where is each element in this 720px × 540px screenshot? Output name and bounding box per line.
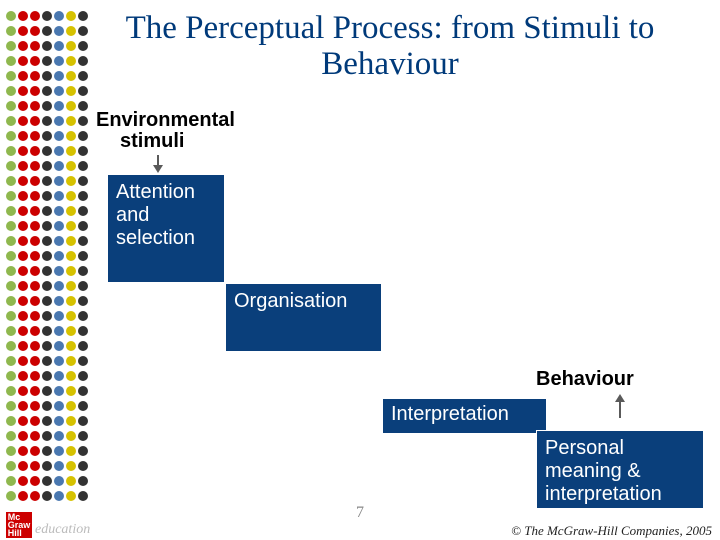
slide: The Perceptual Process: from Stimuli to … — [0, 0, 720, 540]
mcgraw-hill-icon: McGrawHill — [6, 512, 32, 538]
slide-title: The Perceptual Process: from Stimuli to … — [120, 10, 660, 83]
label-stimuli: stimuli — [96, 131, 235, 152]
arrow-personal-to-behaviour-line — [619, 402, 621, 418]
box4-line2: meaning & — [545, 460, 641, 482]
box-organisation: Organisation — [225, 283, 382, 352]
box1-line3: selection — [116, 227, 195, 249]
label-behaviour: Behaviour — [536, 368, 634, 391]
box-attention-selection: Attention and selection — [107, 174, 225, 283]
label-environmental-stimuli: Environmental stimuli — [96, 110, 235, 152]
box2-text: Organisation — [234, 290, 347, 312]
arrow-env-to-attention-head — [153, 165, 163, 173]
arrow-personal-to-behaviour-head — [615, 394, 625, 402]
page-number: 7 — [0, 504, 720, 522]
box-personal-meaning: Personal meaning & interpretation — [536, 430, 704, 509]
box-interpretation: Interpretation — [382, 398, 547, 434]
publisher-logo: McGrawHill education — [6, 512, 90, 538]
box1-line2: and — [116, 204, 149, 226]
decorative-dot-strip — [0, 10, 90, 510]
label-environmental: Environmental — [96, 109, 235, 131]
box4-line3: interpretation — [545, 483, 662, 505]
box3-text: Interpretation — [391, 403, 509, 425]
logo-text: education — [35, 522, 90, 538]
box1-line1: Attention — [116, 181, 195, 203]
copyright-text: © The McGraw-Hill Companies, 2005 — [511, 523, 712, 539]
box4-line1: Personal — [545, 437, 624, 459]
